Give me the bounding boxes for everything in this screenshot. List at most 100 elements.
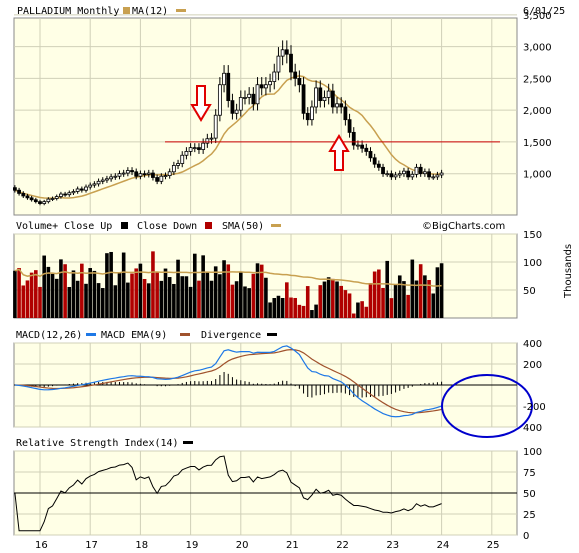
volume-bar — [29, 272, 34, 318]
volume-bar — [293, 297, 297, 318]
up-arrow-annotation — [328, 134, 350, 171]
candle-body — [205, 138, 210, 144]
candle-body — [314, 87, 319, 108]
volume-bar — [230, 284, 235, 318]
volume-bar — [435, 267, 440, 318]
vol-y-tick-label: 50 — [523, 286, 536, 297]
candle-body — [376, 163, 381, 168]
candle-body — [151, 172, 155, 178]
candle-body — [339, 103, 344, 108]
candle-body — [268, 81, 272, 86]
candle-body — [197, 147, 201, 150]
volume-bar — [67, 286, 72, 318]
volume-bar — [130, 273, 134, 318]
macd-swatch — [86, 333, 96, 336]
volume-bar — [331, 278, 335, 318]
volume-bar — [163, 268, 168, 318]
candle-body — [427, 171, 431, 178]
volume-bar — [151, 251, 155, 318]
volume-bar — [439, 263, 444, 318]
candle-body — [105, 178, 109, 181]
volume-bar — [34, 270, 38, 318]
volume-bar — [167, 277, 172, 318]
macd-ema-line — [14, 349, 442, 414]
volume-bar — [280, 297, 285, 318]
volume-bar — [218, 274, 222, 318]
candle-body — [63, 193, 67, 196]
candle-body — [351, 131, 356, 146]
candle-body — [410, 173, 415, 178]
candle-body — [318, 87, 323, 102]
vol-y-tick-label: 100 — [523, 258, 542, 269]
candle-body — [422, 171, 427, 175]
candle-body — [402, 170, 406, 175]
volume-bar — [17, 268, 21, 318]
candle-body — [100, 179, 105, 182]
candle-body — [276, 55, 281, 73]
volume-bar — [264, 277, 268, 318]
candle-body — [431, 176, 436, 179]
volume-bar — [259, 264, 264, 318]
volume-bar — [38, 286, 42, 318]
volume-bar — [368, 282, 373, 318]
volume-bar — [289, 297, 293, 318]
volume-bar — [276, 295, 281, 318]
volume-bar — [347, 293, 352, 318]
volume-legend-up: Volume+ Close Up — [16, 221, 112, 232]
candle-body — [38, 201, 42, 204]
volume-bar — [322, 281, 327, 318]
volume-bar — [71, 270, 76, 318]
rsi-y-tick-label: 50 — [523, 489, 536, 500]
macd-y-tick-label: 400 — [523, 423, 542, 434]
volume-bar — [42, 255, 46, 318]
volume-bar — [84, 283, 88, 318]
rsi-line — [14, 455, 442, 532]
volume-bar — [234, 281, 239, 318]
chart-title: PALLADIUM Monthly — [17, 6, 119, 17]
macd-line — [14, 345, 442, 418]
candle-body — [176, 163, 180, 166]
x-tick-label: 16 — [35, 540, 48, 551]
candle-body — [17, 189, 21, 194]
x-tick-label: 21 — [286, 540, 299, 551]
candle-body — [322, 97, 327, 102]
candle-body — [130, 170, 134, 173]
candle-body — [222, 72, 226, 86]
candle-body — [301, 84, 306, 114]
candle-body — [217, 84, 222, 116]
rsi-y-tick-label: 100 — [523, 447, 542, 458]
x-tick-label: 20 — [236, 540, 249, 551]
candle-body — [46, 198, 51, 203]
candle-body — [364, 147, 369, 152]
x-tick-label: 17 — [85, 540, 98, 551]
candle-body — [138, 173, 143, 177]
volume-bar — [142, 278, 147, 318]
candle-body — [117, 173, 122, 177]
volume-bar — [239, 272, 243, 318]
ma12-line — [14, 75, 442, 199]
price-y-tick-label: 2,500 — [523, 74, 552, 85]
volume-bar — [75, 280, 80, 318]
volume-bar — [389, 298, 394, 318]
volume-bar — [188, 286, 193, 318]
volume-bar — [121, 252, 126, 318]
candle-body — [406, 170, 411, 178]
volume-sma-line — [14, 268, 442, 287]
x-tick-label: 18 — [135, 540, 148, 551]
candle-body — [310, 106, 314, 121]
candle-body — [84, 186, 88, 191]
candle-body — [251, 93, 256, 105]
candle-body — [393, 174, 398, 178]
volume-bar — [318, 285, 323, 318]
candle-body — [297, 77, 302, 86]
candle-body — [372, 157, 377, 165]
volume-bar — [314, 304, 318, 318]
volume-bar — [372, 271, 377, 318]
volume-bar — [285, 282, 289, 318]
volume-bar — [360, 301, 364, 318]
volume-legend-down: Close Down — [137, 221, 197, 232]
rsi-legend: Relative Strength Index(14) — [16, 438, 179, 449]
volume-bar — [393, 284, 398, 318]
volume-bar — [410, 259, 415, 318]
volume-bar — [109, 251, 113, 318]
